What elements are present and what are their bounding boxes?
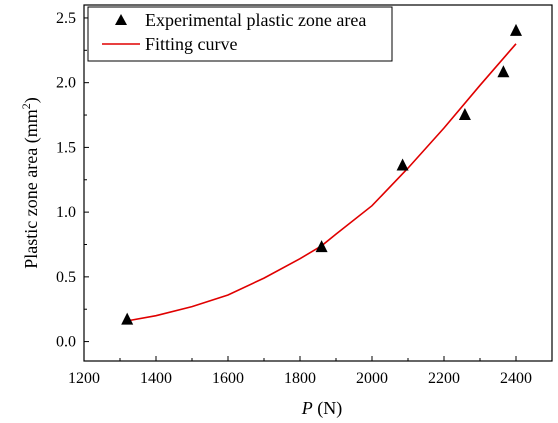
x-tick-label: 2200 [428, 370, 460, 387]
fitting-curve-layer [127, 44, 516, 321]
y-tick-label: 0.0 [56, 334, 76, 351]
data-point-triangle [510, 24, 522, 36]
data-point-triangle [397, 159, 409, 171]
ticks-layer: 1200 1400 1600 1800 2000 2200 2400 0.0 0.5 1.0 1.5… [56, 10, 532, 387]
x-axis-symbol: P [301, 398, 313, 418]
legend-label-fitting: Fitting curve [145, 34, 238, 54]
x-tick-label: 1200 [68, 370, 100, 387]
y-tick-label: 2.5 [56, 10, 76, 27]
x-tick-label: 2400 [500, 370, 532, 387]
y-axis-title: Plastic zone area (mm2) [19, 97, 42, 268]
y-axis-label-close: ) [21, 97, 42, 103]
y-tick-label: 2.0 [56, 75, 76, 92]
x-tick-label: 2000 [356, 370, 388, 387]
x-tick-label: 1400 [140, 370, 172, 387]
y-tick-label: 1.0 [56, 204, 76, 221]
legend-label-experimental: Experimental plastic zone area [145, 10, 366, 30]
legend: Experimental plastic zone area Fitting c… [88, 7, 392, 61]
x-tick-label: 1600 [212, 370, 244, 387]
data-point-triangle [121, 313, 133, 325]
x-axis-title: P (N) [301, 398, 343, 419]
y-axis-label-text: Plastic zone area (mm [21, 109, 42, 268]
x-tick-label: 1800 [284, 370, 316, 387]
data-point-triangle [459, 108, 471, 120]
y-tick-label: 1.5 [56, 139, 76, 156]
y-tick-label: 0.5 [56, 269, 76, 286]
data-point-triangle [497, 65, 509, 77]
x-axis-unit: (N) [313, 398, 343, 419]
fitting-curve [127, 44, 516, 321]
data-points-layer [121, 24, 522, 325]
